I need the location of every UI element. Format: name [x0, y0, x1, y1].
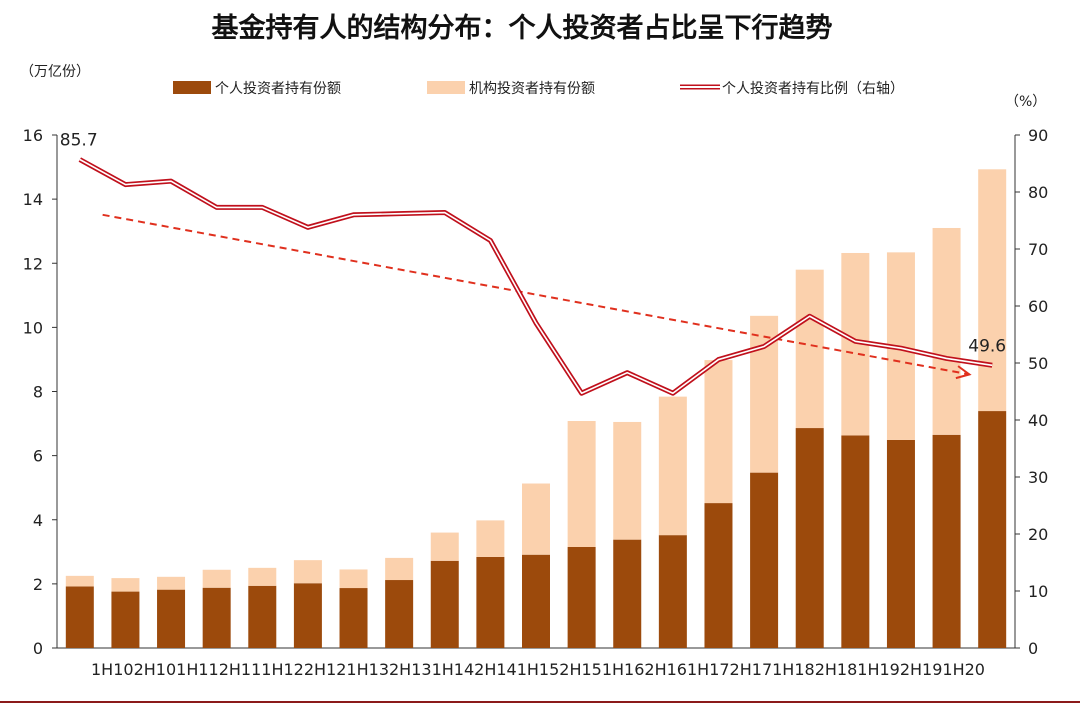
bar-individual — [430, 560, 459, 648]
right-tick-label: 20 — [1028, 525, 1048, 544]
bar-individual — [157, 589, 186, 648]
right-tick-label: 60 — [1028, 297, 1048, 316]
left-tick-label: 2 — [33, 575, 43, 594]
bar-individual — [567, 547, 596, 648]
right-tick-label: 10 — [1028, 582, 1048, 601]
left-tick-label: 4 — [33, 511, 43, 530]
bar-individual — [978, 411, 1007, 648]
ratio-line-inner — [79, 158, 993, 395]
right-tick-label: 70 — [1028, 240, 1048, 259]
bar-institution — [157, 576, 186, 590]
ratio-data-label: 85.7 — [60, 131, 98, 151]
x-axis-labels: 1H102H101H112H111H122H121H132H131H142H14… — [91, 660, 985, 679]
legend-label-institution: 机构投资者持有份额 — [469, 81, 595, 97]
left-tick-label: 12 — [23, 254, 43, 273]
trend-arrow-line — [102, 213, 970, 376]
chart-title: 基金持有人的结构分布：个人投资者占比呈下行趋势 — [212, 12, 833, 44]
bar-institution — [658, 396, 687, 536]
left-tick-label: 14 — [23, 190, 43, 209]
right-tick-label: 0 — [1028, 639, 1038, 658]
bar-individual — [932, 434, 961, 648]
bar-institution — [932, 227, 961, 435]
bar-individual — [248, 585, 277, 648]
bar-institution — [704, 360, 733, 504]
bar-institution — [476, 520, 505, 557]
right-axis-unit: （%） — [1005, 94, 1046, 110]
bar-individual — [886, 439, 915, 648]
bars-layer — [65, 169, 1007, 648]
bar-individual — [522, 554, 550, 648]
legend: 个人投资者持有份额 机构投资者持有份额 个人投资者持有比例（右轴） — [173, 81, 904, 97]
bar-institution — [339, 569, 368, 589]
bar-individual — [795, 428, 824, 648]
bar-individual — [65, 586, 94, 648]
bar-institution — [430, 532, 459, 561]
right-tick-label: 50 — [1028, 354, 1048, 373]
bar-individual — [613, 539, 642, 648]
bar-institution — [248, 567, 277, 586]
legend-swatch-institution — [427, 81, 465, 94]
bar-institution — [111, 578, 140, 592]
bar-institution — [293, 560, 322, 584]
bar-individual — [385, 580, 414, 648]
left-tick-label: 16 — [23, 126, 43, 145]
bar-individual — [339, 588, 368, 648]
bar-institution — [522, 483, 550, 555]
bar-institution — [795, 269, 824, 429]
bar-individual — [202, 587, 231, 648]
bar-individual — [293, 583, 322, 648]
bar-institution — [567, 420, 596, 548]
bar-institution — [613, 421, 642, 540]
left-axis-unit: （万亿份） — [20, 64, 90, 80]
left-tick-label: 10 — [23, 318, 43, 337]
bar-individual — [704, 503, 733, 648]
legend-label-ratio: 个人投资者持有比例（右轴） — [722, 81, 904, 97]
bar-individual — [750, 472, 779, 648]
bar-individual — [111, 591, 140, 648]
bar-institution — [385, 557, 414, 581]
ratio-data-label: 49.6 — [968, 336, 1006, 356]
right-tick-label: 30 — [1028, 468, 1048, 487]
right-tick-label: 90 — [1028, 126, 1048, 145]
bar-institution — [978, 169, 1007, 412]
bar-institution — [65, 575, 94, 587]
right-tick-label: 80 — [1028, 183, 1048, 202]
bar-institution — [202, 569, 231, 588]
left-tick-label: 0 — [33, 639, 43, 658]
legend-swatch-individual — [173, 81, 211, 94]
legend-label-individual: 个人投资者持有份额 — [215, 81, 341, 97]
bar-individual — [658, 535, 687, 648]
right-tick-label: 40 — [1028, 411, 1048, 430]
left-tick-label: 8 — [33, 383, 43, 402]
trend-arrow-head — [955, 365, 972, 380]
bar-individual — [476, 556, 505, 648]
bar-individual — [841, 435, 870, 648]
line-layer — [78, 157, 993, 396]
labels-layer: 85.7 49.6 — [60, 131, 1006, 357]
left-tick-label: 6 — [33, 447, 43, 466]
